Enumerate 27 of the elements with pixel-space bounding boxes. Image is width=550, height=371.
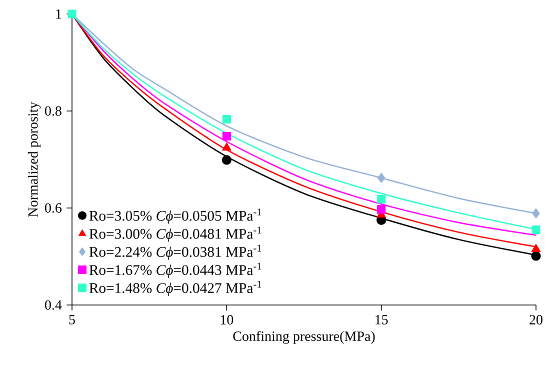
y-tick-label: 0.8 bbox=[44, 106, 62, 116]
legend-label: Ro=3.00% Cϕ=0.0481 MPa$^{-1}$ bbox=[89, 226, 262, 242]
point bbox=[222, 114, 231, 124]
y-tick-label: 1 bbox=[56, 9, 62, 19]
y-tick-label: 0.4 bbox=[44, 300, 62, 310]
point bbox=[531, 251, 541, 261]
x-axis-title: Confining pressure(MPa) bbox=[233, 330, 375, 344]
point bbox=[532, 208, 540, 218]
x-tick-label: 10 bbox=[220, 315, 234, 324]
x-tick-label: 15 bbox=[376, 315, 388, 324]
point bbox=[68, 10, 76, 18]
x-tick-label: 5 bbox=[69, 315, 75, 324]
point bbox=[377, 205, 386, 214]
x-tick-label: 20 bbox=[530, 315, 542, 324]
legend-label: Ro=2.24% Cϕ=0.0381 MPa$^{-1}$ bbox=[89, 244, 262, 260]
point bbox=[377, 194, 386, 204]
point bbox=[377, 172, 386, 183]
point bbox=[222, 142, 232, 151]
y-axis-title: Normalized porosity bbox=[28, 102, 41, 217]
point bbox=[222, 155, 232, 165]
point bbox=[532, 226, 540, 234]
y-tick-label: 0.6 bbox=[44, 203, 62, 213]
legend-label: Ro=1.67% Cϕ=0.0443 MPa$^{-1}$ bbox=[89, 262, 262, 278]
legend-label: Ro=1.48% Cϕ=0.0427 MPa$^{-1}$ bbox=[89, 280, 262, 296]
point bbox=[222, 132, 231, 140]
point bbox=[531, 244, 541, 252]
legend-label: Ro=3.05% Cϕ=0.0505 MPa$^{-1}$ bbox=[89, 208, 262, 224]
